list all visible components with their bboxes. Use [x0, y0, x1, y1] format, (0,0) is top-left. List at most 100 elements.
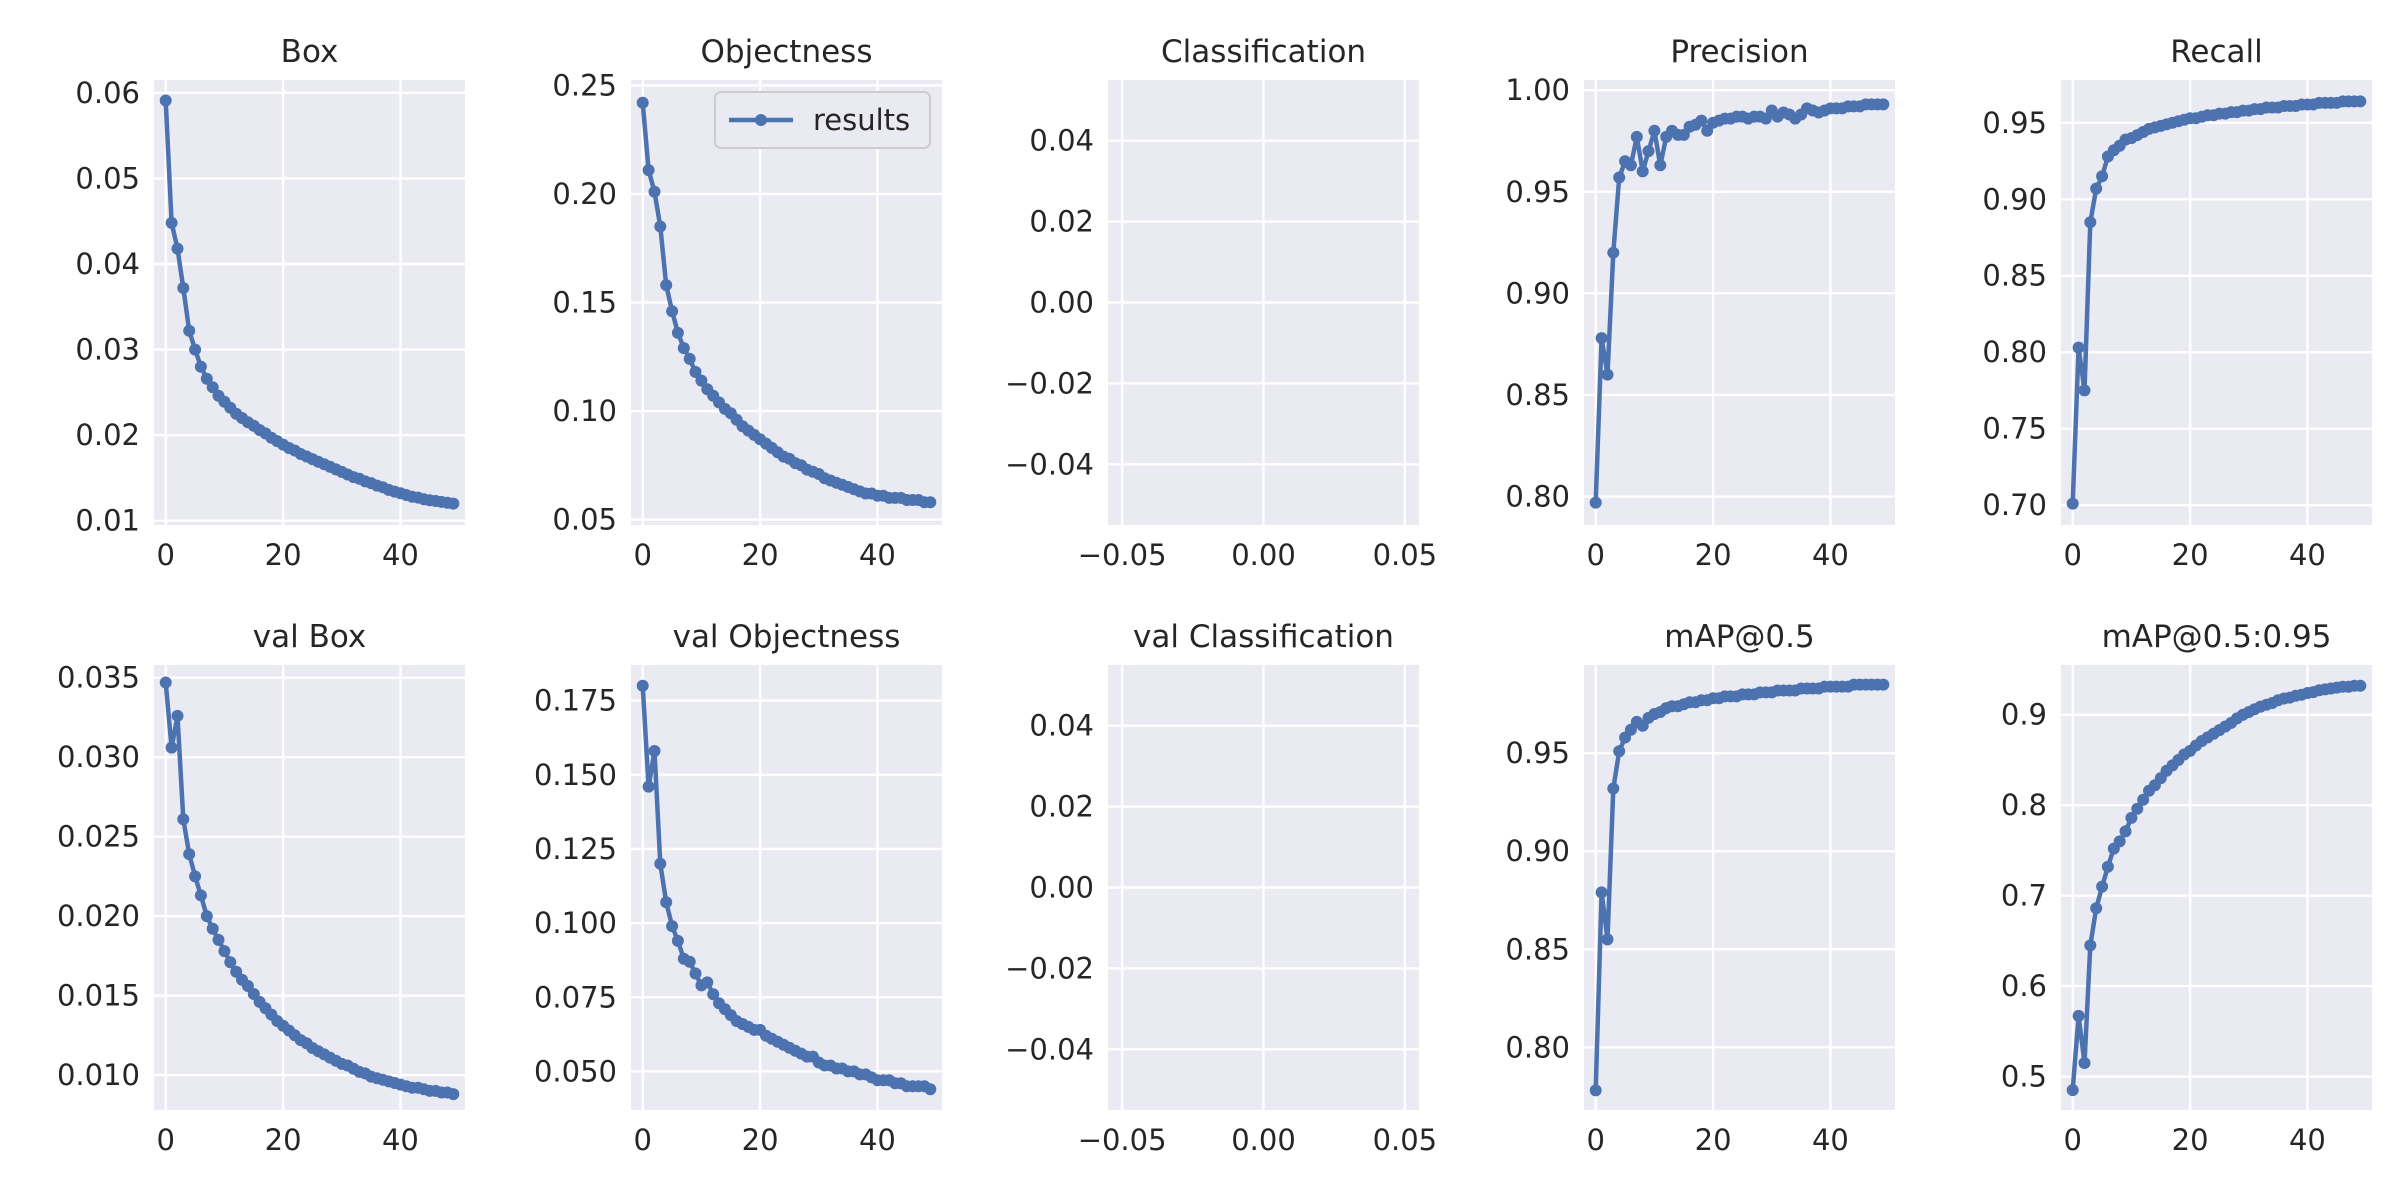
- precision-x-tick-label: 20: [1695, 538, 1732, 572]
- val-box-y-tick-label: 0.025: [57, 820, 140, 854]
- val-box-data-point: [218, 945, 231, 958]
- recall-data-point: [2090, 182, 2103, 195]
- val-box-x-tick-label: 0: [157, 1123, 175, 1157]
- val-box-data-point: [171, 709, 184, 722]
- val-objectness-y-tick-label: 0.100: [534, 906, 617, 940]
- map-0-5-0-95-y-tick-label: 0.5: [2001, 1060, 2047, 1094]
- val-objectness-data-point: [660, 896, 673, 909]
- map-0-5-0-95-y-tick-label: 0.8: [2001, 788, 2047, 822]
- map-0-5-data-point: [1601, 933, 1614, 946]
- objectness-data-point: [677, 342, 690, 355]
- precision-y-tick-label: 0.90: [1505, 276, 1570, 310]
- precision-data-point: [1636, 165, 1649, 178]
- classification-x-tick-label: −0.05: [1078, 538, 1167, 572]
- precision-x-tick-label: 0: [1587, 538, 1605, 572]
- recall-data-point: [2354, 95, 2367, 108]
- objectness-x-tick-label: 20: [742, 538, 779, 572]
- classification-y-tick-label: 0.04: [1029, 124, 1094, 158]
- precision-data-point: [1630, 130, 1643, 143]
- val-classification-x-tick-label: −0.05: [1078, 1123, 1167, 1157]
- map-0-5-0-95-y-tick-label: 0.9: [2001, 698, 2047, 732]
- box-y-tick-label: 0.03: [75, 333, 140, 367]
- val-objectness-data-point: [648, 745, 661, 757]
- map-0-5-0-95-data-point: [2125, 811, 2138, 824]
- val-box-data-point: [189, 870, 202, 883]
- map-0-5-0-95-data-point: [2101, 860, 2114, 873]
- val-box-plot-area: [154, 665, 465, 1110]
- precision-x-tick-label: 40: [1812, 538, 1849, 572]
- objectness-data-point: [654, 220, 667, 233]
- recall-plot-area: [2061, 80, 2372, 525]
- precision-data-point: [1595, 332, 1608, 345]
- classification-y-tick-label: 0.02: [1029, 205, 1094, 239]
- val-box-data-point: [212, 933, 225, 946]
- objectness-x-tick-label: 0: [634, 538, 652, 572]
- map-0-5-0-95-data-point: [2090, 902, 2103, 915]
- objectness-y-tick-label: 0.20: [552, 177, 617, 211]
- val-objectness-y-tick-label: 0.175: [534, 684, 617, 718]
- map-0-5-x-tick-label: 20: [1695, 1123, 1732, 1157]
- objectness-y-tick-label: 0.25: [552, 68, 617, 102]
- map-0-5-0-95-plot-area: [2061, 665, 2372, 1110]
- map-0-5-y-tick-label: 0.80: [1505, 1030, 1570, 1064]
- val-box-title: val Box: [253, 619, 366, 655]
- map-0-5-0-95-data-point: [2078, 1057, 2091, 1069]
- val-objectness-data-point: [689, 967, 702, 980]
- val-objectness-data-point: [924, 1083, 937, 1096]
- box-chart: 0 20 40 0.01 0.02 0.03 0.04 0.05 0.06 Box: [75, 34, 465, 572]
- objectness-title: Objectness: [701, 34, 873, 70]
- recall-data-point: [2072, 341, 2085, 354]
- map-0-5-x-tick-label: 0: [1587, 1123, 1605, 1157]
- objectness-y-tick-label: 0.10: [552, 394, 617, 428]
- precision-y-tick-label: 0.95: [1505, 175, 1570, 209]
- precision-data-point: [1642, 145, 1655, 158]
- recall-x-tick-label: 20: [2172, 538, 2209, 572]
- map-0-5-data-point: [1589, 1084, 1602, 1097]
- objectness-data-point: [660, 279, 673, 292]
- val-objectness-x-tick-label: 0: [634, 1123, 652, 1157]
- map-0-5-x-tick-label: 40: [1812, 1123, 1849, 1157]
- val-objectness-chart: 0 20 40 0.050 0.075 0.100 0.125 0.150 0.175 val O…: [534, 619, 942, 1157]
- objectness-data-point: [671, 326, 684, 339]
- classification-y-tick-label: −0.02: [1005, 366, 1094, 400]
- precision-y-tick-label: 0.85: [1505, 378, 1570, 412]
- val-objectness-y-tick-label: 0.075: [534, 980, 617, 1014]
- val-box-x-tick-label: 40: [382, 1123, 419, 1157]
- box-x-tick-label: 40: [382, 538, 419, 572]
- val-objectness-y-tick-label: 0.125: [534, 832, 617, 866]
- objectness-data-point: [689, 366, 702, 378]
- map-0-5-y-tick-label: 0.85: [1505, 932, 1570, 966]
- val-objectness-y-tick-label: 0.150: [534, 758, 617, 792]
- classification-chart: −0.05 0.00 0.05 −0.04 −0.02 0.00 0.02 0.04 Class…: [1005, 34, 1437, 572]
- objectness-data-point: [683, 352, 696, 365]
- val-classification-y-tick-label: −0.02: [1005, 951, 1094, 985]
- map-0-5-0-95-data-point: [2119, 825, 2132, 838]
- precision-data-point: [1601, 368, 1614, 381]
- val-box-data-point: [224, 956, 237, 969]
- map-0-5-0-95-x-tick-label: 40: [2289, 1123, 2326, 1157]
- box-y-tick-label: 0.02: [75, 418, 140, 452]
- val-box-x-tick-label: 20: [265, 1123, 302, 1157]
- box-data-point: [200, 372, 213, 385]
- val-box-y-tick-label: 0.030: [57, 740, 140, 774]
- box-y-tick-label: 0.01: [75, 504, 140, 538]
- map-0-5-0-95-y-tick-label: 0.7: [2001, 879, 2047, 913]
- precision-title: Precision: [1670, 34, 1808, 70]
- val-box-y-tick-label: 0.010: [57, 1058, 140, 1092]
- map-0-5-0-95-data-point: [2066, 1084, 2079, 1097]
- precision-data-point: [1695, 114, 1708, 127]
- map-0-5-plot-area: [1584, 665, 1895, 1110]
- box-data-point: [447, 497, 460, 510]
- objectness-x-tick-label: 40: [859, 538, 896, 572]
- val-box-data-point: [194, 889, 207, 902]
- recall-chart: 0 20 40 0.70 0.75 0.80 0.85 0.90 0.95 Recall: [1982, 34, 2372, 572]
- box-y-tick-label: 0.05: [75, 161, 140, 195]
- box-data-point: [177, 282, 190, 294]
- val-objectness-data-point: [671, 934, 684, 947]
- map-0-5-0-95-data-point: [2131, 802, 2144, 815]
- map-0-5-0-95-data-point: [2113, 835, 2126, 848]
- recall-y-tick-label: 0.80: [1982, 335, 2047, 369]
- box-data-point: [171, 242, 184, 255]
- val-box-data-point: [183, 848, 196, 861]
- precision-data-point: [1654, 159, 1667, 172]
